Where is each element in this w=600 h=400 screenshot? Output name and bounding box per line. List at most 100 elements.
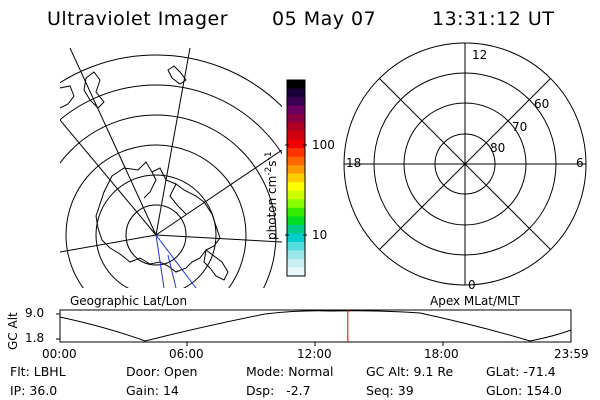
seq-field: Seq: 39 <box>366 383 414 398</box>
meridian-line <box>60 119 157 236</box>
filter-value: LBHL <box>33 364 66 379</box>
dsp-value: -2.7 <box>286 383 311 398</box>
colorbar-swatch <box>287 97 305 107</box>
colorbar-swatch <box>287 88 305 98</box>
orbit-ytick-label: 9.0 <box>25 306 45 320</box>
polar-plot <box>343 42 587 286</box>
mode-value: Normal <box>288 364 334 379</box>
mode-field: Mode: Normal <box>246 364 334 379</box>
colorbar-axis-label: photon cm-2s-1 <box>264 151 279 240</box>
date-label: 05 May 07 <box>272 8 377 30</box>
colorbar-swatch <box>287 165 305 175</box>
ip-value: 36.0 <box>29 383 58 398</box>
footprint-line <box>155 234 165 288</box>
colorbar-exp: -2 <box>264 166 274 176</box>
mlt-label-left: 18 <box>346 156 362 170</box>
orbit-ytick-label: 1.8 <box>25 331 45 345</box>
geographic-map <box>60 48 282 288</box>
colorbar-swatch <box>287 207 305 217</box>
color-bar <box>286 79 306 277</box>
orbit-plot <box>56 309 572 346</box>
orbit-frame <box>59 309 572 343</box>
new-zealand-coastline <box>167 65 187 85</box>
meridian-line <box>60 234 157 253</box>
orbit-xtick-label: 18:00 <box>424 347 459 361</box>
glat-label: GLat: <box>486 364 520 379</box>
colorbar-swatch <box>287 131 305 141</box>
colorbar-swatch <box>287 80 305 90</box>
seq-label: Seq: <box>366 383 394 398</box>
colorbar-unit-s: s <box>265 160 279 167</box>
footprint-line <box>167 254 177 288</box>
orbit-xtick-label: 23:59 <box>554 347 589 361</box>
geographic-label: Geographic Lat/Lon <box>70 294 188 308</box>
dsp-label: Dsp: <box>246 383 275 398</box>
colorbar-swatch <box>287 139 305 149</box>
colorbar-swatch <box>287 267 305 277</box>
colorbar-unit: photon cm <box>265 175 279 240</box>
meridian-line <box>155 48 191 236</box>
ip-label: IP: <box>10 383 26 398</box>
gain-label: Gain: <box>126 383 159 398</box>
gain-field: Gain: 14 <box>126 383 179 398</box>
glon-field: GLon: 154.0 <box>486 383 562 398</box>
mlt-label-bottom: 0 <box>468 278 476 292</box>
dsp-field: Dsp: -2.7 <box>246 383 311 398</box>
colorbar-swatch <box>287 199 305 209</box>
lat-circle <box>60 114 277 288</box>
glat-field: GLat: -71.4 <box>486 364 556 379</box>
colorbar-swatch <box>287 148 305 158</box>
gain-value: 14 <box>162 383 179 398</box>
gcalt-field: GC Alt: 9.1 Re <box>366 364 453 379</box>
lat-label: 70 <box>512 120 528 134</box>
app-title: Ultraviolet Imager <box>47 8 229 30</box>
island-coastline <box>83 71 105 109</box>
polar-axis <box>379 78 551 250</box>
meridian-line <box>155 234 282 243</box>
colorbar-swatch <box>287 156 305 166</box>
orbit-xtick-label: 06:00 <box>169 347 204 361</box>
colorbar-ticks <box>285 144 307 236</box>
gcalt-value: 9.1 Re <box>413 364 454 379</box>
colorbar-tick-label: 100 <box>312 138 335 152</box>
gcalt-label: GC Alt: <box>366 364 410 379</box>
colorbar-tick-label: 10 <box>312 228 328 242</box>
meridian-line <box>155 149 282 236</box>
door-label: Door: <box>126 364 161 379</box>
colorbar-swatch <box>287 173 305 183</box>
filter-label: Flt: <box>10 364 30 379</box>
lat-circle <box>95 174 217 288</box>
colorbar-swatch <box>287 182 305 192</box>
footprint-line <box>155 234 197 288</box>
mode-label: Mode: <box>246 364 285 379</box>
colorbar-swatch <box>287 250 305 260</box>
orbit-xtick-label: 12:00 <box>297 347 332 361</box>
lat-circle <box>125 204 187 266</box>
colorbar-frame <box>286 79 306 277</box>
lat-label: 60 <box>534 97 550 111</box>
colorbar-swatch <box>287 114 305 124</box>
glon-label: GLon: <box>486 383 523 398</box>
coastline-detail <box>143 171 187 215</box>
altitude-curve <box>59 310 572 342</box>
lat-label: 80 <box>490 141 506 155</box>
door-field: Door: Open <box>126 364 197 379</box>
lat-circle <box>60 84 282 155</box>
colorbar-swatch <box>287 190 305 200</box>
colorbar-exp: -1 <box>264 151 274 161</box>
meridian-line <box>69 48 157 236</box>
time-label: 13:31:12 UT <box>432 8 555 30</box>
orbit-ylabel: GC Alt <box>6 312 20 350</box>
colorbar-swatch <box>287 233 305 243</box>
mlt-label-top: 12 <box>472 48 488 62</box>
mlt-label-right: 6 <box>576 156 584 170</box>
colorbar-swatch <box>287 258 305 268</box>
orbit-xtick-label: 00:00 <box>42 347 77 361</box>
ip-field: IP: 36.0 <box>10 383 57 398</box>
filter-field: Flt: LBHL <box>10 364 66 379</box>
antarctica-coastline <box>95 161 221 273</box>
seq-value: 39 <box>397 383 414 398</box>
colorbar-swatch <box>287 105 305 115</box>
colorbar-swatch <box>287 241 305 251</box>
